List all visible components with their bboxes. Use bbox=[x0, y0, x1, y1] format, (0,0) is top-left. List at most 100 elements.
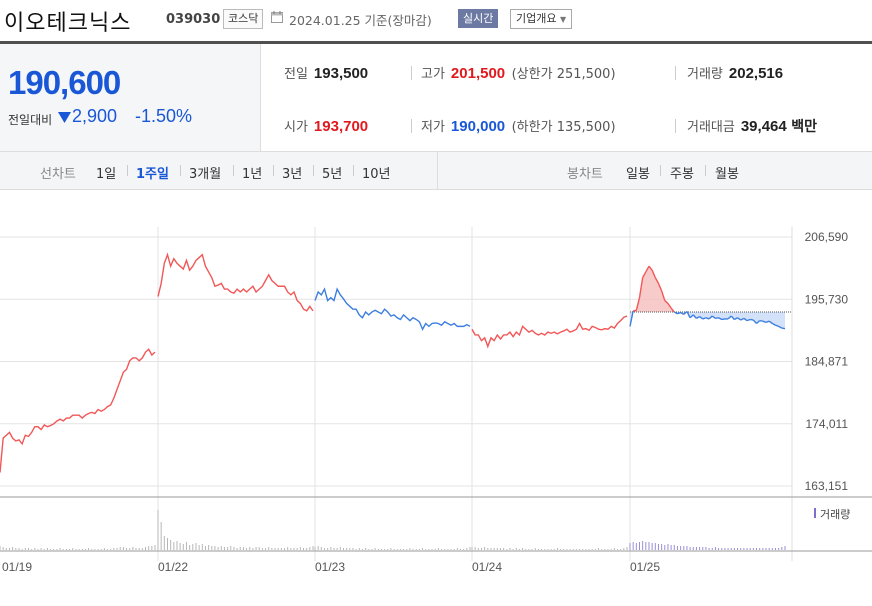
x-tick-label: 01/22 bbox=[158, 560, 188, 574]
tab-3months[interactable]: 3개월 bbox=[189, 167, 222, 182]
tab-divider bbox=[313, 165, 314, 176]
price-segment bbox=[756, 320, 761, 325]
high-price: 고가 201,500 (상한가 251,500) bbox=[421, 63, 616, 82]
price-line-01/22 bbox=[157, 252, 314, 312]
open-label: 시가 bbox=[284, 120, 308, 135]
price-line-01/24 bbox=[471, 315, 628, 349]
trade-value-amount: 39,464 bbox=[740, 118, 787, 135]
x-tick-label: 01/25 bbox=[630, 560, 660, 574]
price-segment bbox=[667, 303, 672, 309]
chart-period-tabs: 선차트 1일 1주일 3개월 1년 3년 5년 10년 봉차트 일봉 주봉 월봉 bbox=[0, 152, 872, 190]
price-segment bbox=[648, 265, 653, 271]
price-segment bbox=[673, 311, 678, 315]
tab-daily-candle[interactable]: 일봉 bbox=[626, 167, 650, 182]
tab-10years[interactable]: 10년 bbox=[362, 167, 391, 182]
x-tick-label: 01/24 bbox=[472, 560, 502, 574]
x-tick-label: 01/23 bbox=[315, 560, 345, 574]
price-segment bbox=[635, 297, 641, 311]
price-segment bbox=[657, 283, 663, 292]
tab-divider bbox=[705, 165, 706, 176]
today-down-area bbox=[630, 312, 785, 329]
high-label: 고가 bbox=[421, 67, 445, 82]
price-segment bbox=[645, 265, 650, 273]
price-segment bbox=[762, 320, 767, 324]
volume-value: 202,516 bbox=[728, 65, 784, 82]
high-value: 201,500 bbox=[450, 65, 506, 82]
price-segment bbox=[746, 318, 751, 322]
realtime-button[interactable]: 실시간 bbox=[458, 9, 499, 28]
volume-legend-label: 거래량 bbox=[820, 508, 850, 521]
price-segment bbox=[705, 317, 710, 320]
price-segment bbox=[654, 277, 660, 284]
tab-weekly-candle[interactable]: 주봉 bbox=[670, 167, 694, 182]
title-divider bbox=[0, 41, 872, 44]
price-line-01/19 bbox=[0, 348, 156, 473]
tab-divider bbox=[273, 165, 274, 176]
price-segment bbox=[727, 315, 732, 320]
prev-close-label: 전일 bbox=[284, 67, 308, 82]
divider bbox=[675, 66, 676, 80]
y-tick-label: 195,730 bbox=[805, 292, 849, 306]
tab-group-divider bbox=[437, 152, 438, 189]
tab-divider bbox=[353, 165, 354, 176]
tab-1week[interactable]: 1주일 bbox=[136, 167, 169, 182]
market-badge: 코스닥 bbox=[223, 9, 264, 29]
trade-value: 거래대금 39,464 백만 bbox=[687, 116, 817, 136]
volume: 거래량 202,516 bbox=[687, 63, 783, 82]
tab-divider bbox=[180, 165, 181, 176]
stock-name: 이오테크닉스 bbox=[4, 11, 132, 36]
tab-3years[interactable]: 3년 bbox=[282, 167, 303, 182]
volume-legend-swatch bbox=[814, 508, 816, 518]
y-tick-label: 184,871 bbox=[805, 355, 849, 369]
low-price: 저가 190,000 (하한가 135,500) bbox=[421, 116, 616, 135]
price-segment bbox=[730, 315, 735, 320]
change-label: 전일대비 bbox=[8, 113, 53, 127]
low-label: 저가 bbox=[421, 120, 445, 135]
down-arrow-icon bbox=[58, 112, 71, 123]
y-tick-label: 163,151 bbox=[805, 479, 849, 493]
company-info-label: 기업개요 bbox=[516, 12, 557, 25]
tab-monthly-candle[interactable]: 월봉 bbox=[715, 167, 739, 182]
price-segment bbox=[699, 316, 704, 320]
price-segment bbox=[660, 290, 666, 301]
price-segment bbox=[721, 318, 726, 321]
x-tick-label: 01/19 bbox=[2, 560, 32, 574]
current-price-panel: 190,600 전일대비 2,900 -1.50% bbox=[0, 44, 261, 151]
divider bbox=[411, 119, 412, 133]
tab-divider bbox=[660, 165, 661, 176]
company-info-dropdown[interactable]: 기업개요 ▼ bbox=[510, 9, 573, 29]
tab-1day[interactable]: 1일 bbox=[96, 167, 117, 182]
tab-5years[interactable]: 5년 bbox=[322, 167, 343, 182]
price-segment bbox=[740, 317, 745, 321]
price-segment bbox=[696, 316, 700, 319]
price-segment bbox=[765, 320, 770, 324]
line-chart-label: 선차트 bbox=[40, 167, 76, 182]
price-segment bbox=[775, 324, 779, 328]
price-segment bbox=[734, 317, 738, 321]
price-segment bbox=[711, 315, 716, 319]
price-segment bbox=[772, 322, 776, 326]
price-segment bbox=[718, 317, 723, 321]
upper-limit: (상한가 251,500) bbox=[511, 67, 616, 82]
base-date: 2024.01.25 기준(장마감) bbox=[289, 13, 432, 28]
trade-value-label: 거래대금 bbox=[687, 120, 735, 135]
price-chart[interactable]: 206,590 195,730 184,871 174,011 163,151 01/19… bbox=[0, 189, 872, 606]
change-amount: 2,900 bbox=[72, 106, 118, 126]
tab-1year[interactable]: 1년 bbox=[242, 167, 263, 182]
price-segment bbox=[708, 315, 713, 320]
price-segment bbox=[651, 269, 656, 278]
price-segment bbox=[680, 311, 685, 315]
price-segment bbox=[629, 310, 634, 327]
y-tick-label: 174,011 bbox=[806, 417, 849, 431]
price-segment bbox=[715, 317, 719, 320]
change-rate: -1.50% bbox=[135, 106, 193, 126]
price-segment bbox=[677, 311, 681, 315]
price-segment bbox=[633, 309, 637, 312]
today-up-area bbox=[630, 266, 785, 313]
current-price: 190,600 bbox=[8, 64, 121, 101]
price-segment bbox=[759, 319, 763, 322]
lower-limit: (하한가 135,500) bbox=[511, 120, 616, 135]
price-segment bbox=[768, 320, 773, 325]
price-segment bbox=[689, 314, 694, 319]
divider bbox=[675, 119, 676, 133]
